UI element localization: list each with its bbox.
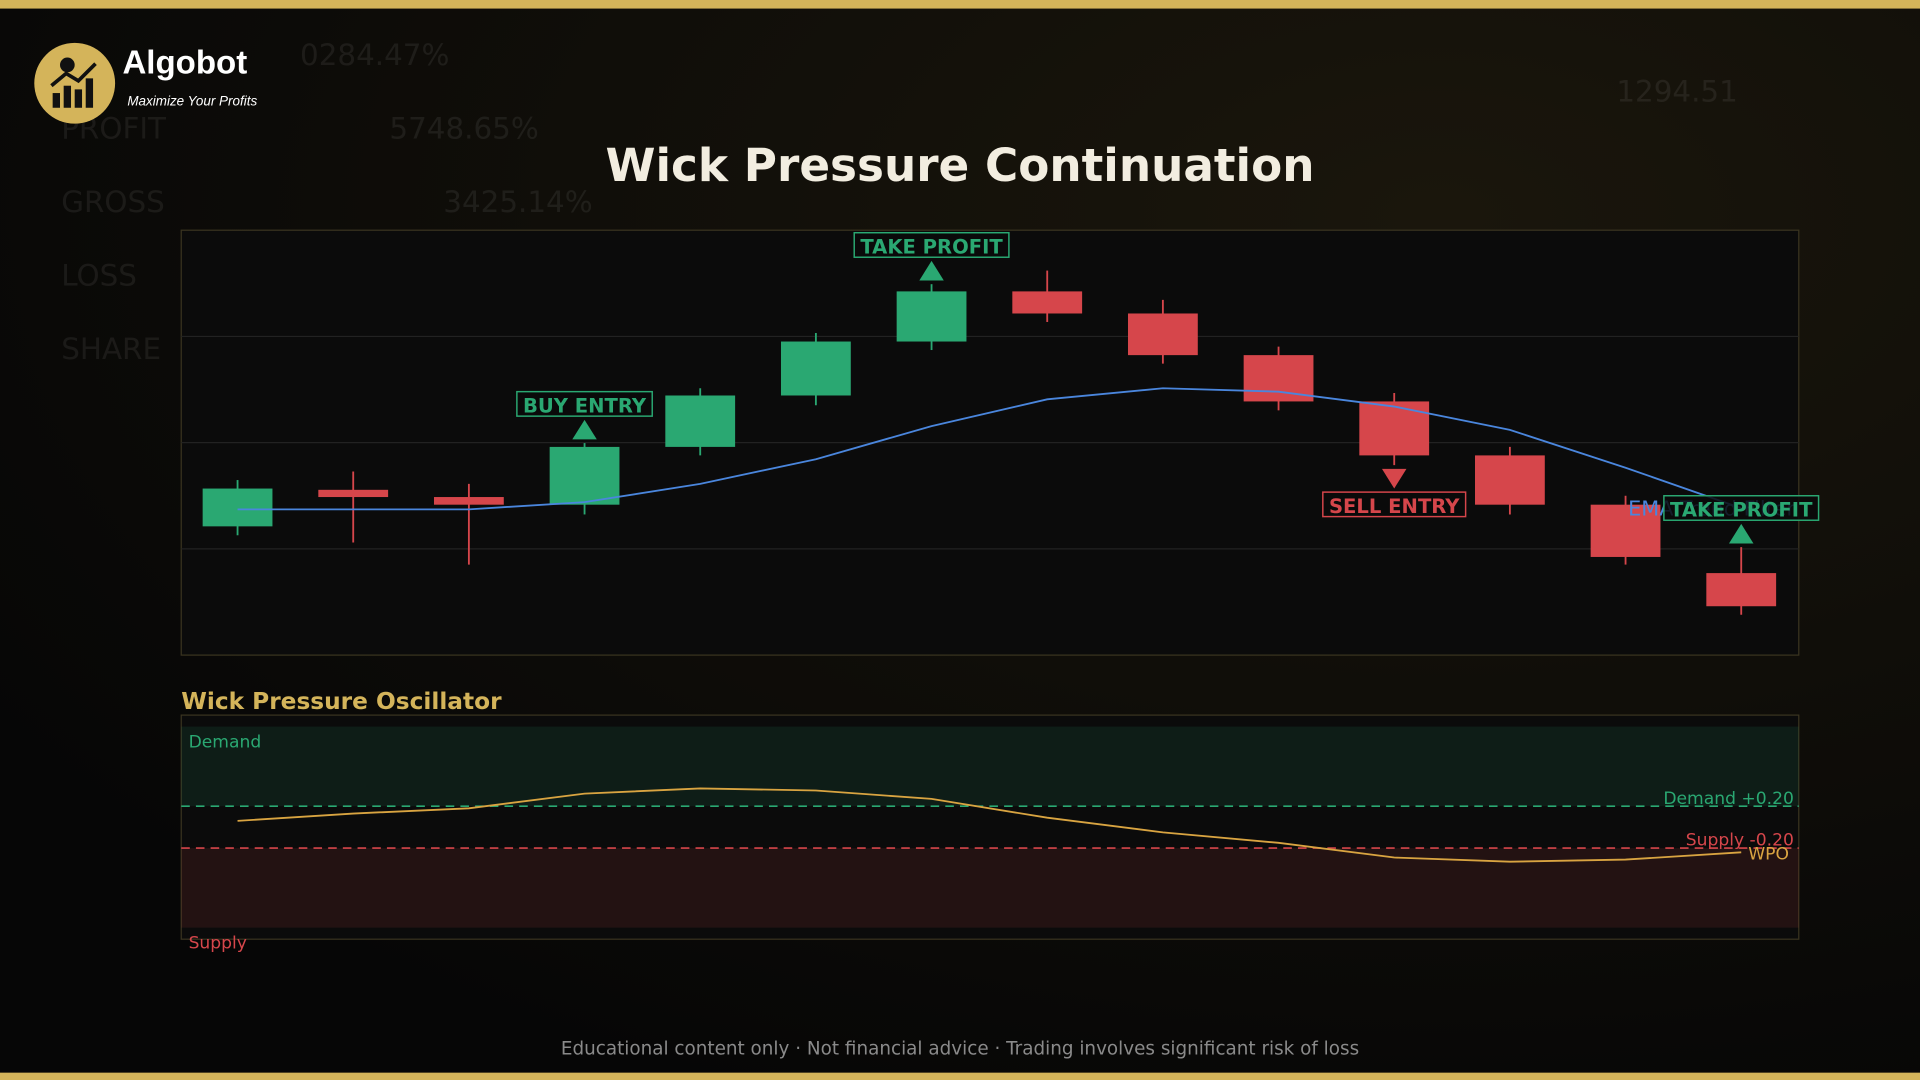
background-text-item: LOSS [61,258,137,292]
candle-body [1012,291,1083,314]
candle-body [1243,355,1314,402]
oscillator-line [237,787,1742,863]
ema-line [237,387,1742,511]
threshold-label: Supply -0.20 [1686,831,1794,851]
footer: Educational content only · Not financial… [561,1038,1359,1059]
candle-body [1590,504,1661,557]
candle-body [1359,401,1430,456]
candle-body [665,395,736,447]
signal-label: SELL ENTRY [1329,495,1460,518]
top-bar [0,0,1920,9]
signal-arrow [1381,468,1407,489]
candle-body [1474,455,1545,505]
candle-body [1127,313,1198,356]
zone-label: Demand [189,732,262,752]
signal-arrow [919,260,944,281]
signal-label: TAKE PROFIT [1670,499,1813,522]
background-text-item: 0284.47% [300,38,449,72]
background-text-item: SHARE [61,332,161,366]
candle-body [318,489,389,498]
candle-body [549,446,620,505]
candle-body [896,291,967,342]
signal-box [1663,495,1820,521]
background-text-item: GROSS [61,185,165,219]
oscillator-panel [180,714,1800,940]
logo: Algobot Maximize Your Profits [34,42,257,124]
signal-arrow [1728,523,1754,544]
oscillator-title: Wick Pressure Oscillator [181,688,502,715]
bottom-bar [0,1072,1920,1080]
brand-name: Algobot [122,44,247,81]
background-text-item: 1294.51 [1616,75,1737,109]
threshold-label: Demand +0.20 [1663,789,1794,809]
background-text-item: 3425.14% [443,185,592,219]
candle-body [202,488,273,527]
series-label: WPO [1748,845,1789,865]
signal-box [1322,491,1467,518]
signal-label: BUY ENTRY [523,394,647,417]
logo-icon [50,57,97,108]
logo-badge [34,42,116,124]
chart-title: Wick Pressure Continuation [606,139,1315,192]
background-text: 0284.47%PROFIT 5748.65%GROSS 3425.14%LOSSS… [61,38,1738,366]
zone-label: Supply [189,933,247,953]
brand-tagline: Maximize Your Profits [127,93,257,108]
background-text-item: 5748.65% [389,111,538,145]
candle-body [780,341,851,396]
signal-arrow [572,419,597,440]
signal-label: TAKE PROFIT [860,236,1003,259]
candle-body [1706,573,1777,607]
zone [181,726,1799,807]
candle-body [433,497,504,505]
signal-box [853,232,1010,258]
signal-box [516,390,653,417]
